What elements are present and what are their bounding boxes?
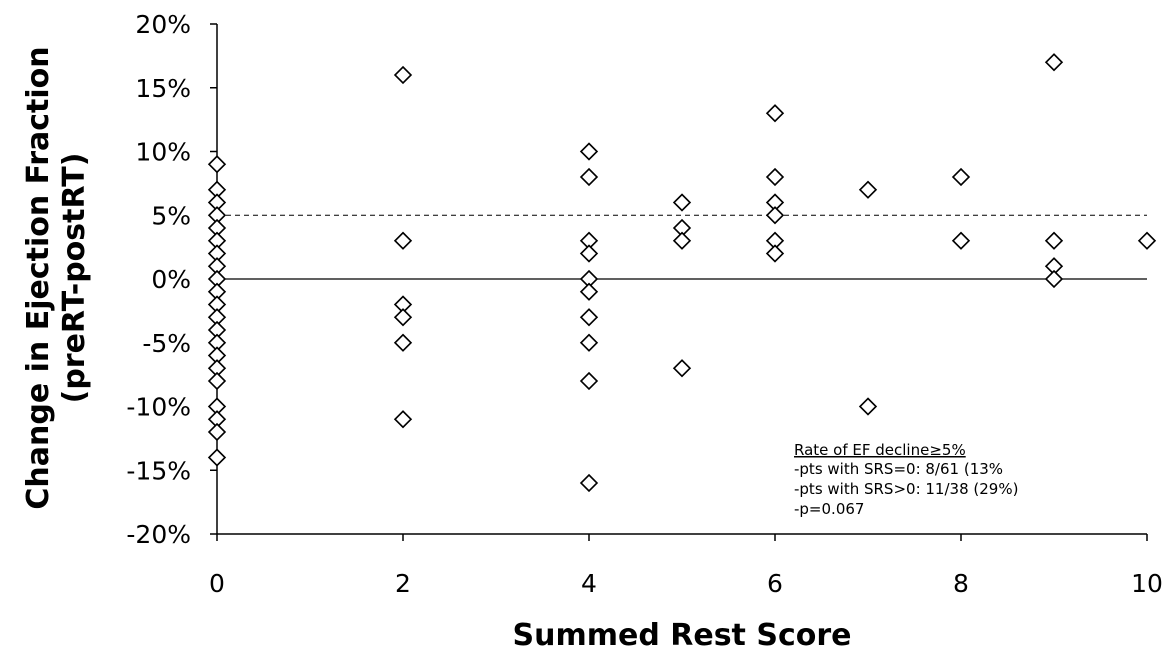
- data-point: [765, 104, 785, 123]
- data-point: [207, 155, 227, 174]
- y-axis-title: Change in Ejection Fraction (preRT-postR…: [21, 46, 92, 509]
- data-point: [393, 231, 413, 250]
- data-point: [579, 333, 599, 352]
- annotation-line: -pts with SRS=0: 8/61 (13%: [794, 460, 1003, 478]
- annotation-line: -pts with SRS>0: 11/38 (29%): [794, 480, 1018, 498]
- x-tick-label: 0: [209, 569, 225, 598]
- x-tick-label: 10: [1131, 569, 1163, 598]
- data-point: [579, 371, 599, 391]
- data-point: [1044, 269, 1064, 289]
- y-tick-label: 0%: [151, 265, 191, 294]
- data-point: [672, 359, 692, 378]
- y-tick-label: -10%: [126, 393, 191, 422]
- x-axis-ticks: 0 2 4 6 8 10: [209, 534, 1163, 598]
- data-point: [951, 167, 971, 187]
- data-point: [207, 371, 227, 391]
- y-axis-title-line2: (preRT-postRT): [57, 153, 92, 404]
- y-tick-label: 10%: [135, 138, 191, 167]
- y-axis-title-line1: Change in Ejection Fraction: [21, 46, 56, 509]
- data-point: [393, 65, 413, 85]
- y-tick-label: -20%: [126, 520, 191, 549]
- data-point: [672, 193, 692, 212]
- x-tick-label: 2: [395, 569, 411, 598]
- data-point: [765, 206, 785, 225]
- x-axis-title: Summed Rest Score: [513, 618, 852, 650]
- data-point: [579, 142, 599, 161]
- data-point: [858, 397, 878, 416]
- y-tick-label: -5%: [142, 329, 191, 358]
- data-point: [765, 167, 785, 187]
- data-point: [393, 333, 413, 352]
- annotation-heading: Rate of EF decline≥5%: [794, 441, 966, 459]
- data-point: [579, 308, 599, 327]
- data-point: [1044, 53, 1064, 72]
- annotation-box: Rate of EF decline≥5% -pts with SRS=0: 8…: [794, 441, 1018, 518]
- data-point: [1137, 231, 1157, 250]
- data-point: [579, 473, 599, 493]
- x-tick-label: 8: [953, 569, 969, 598]
- data-point: [393, 410, 413, 429]
- data-point: [858, 180, 878, 199]
- x-tick-label: 6: [767, 569, 783, 598]
- data-points: [207, 53, 1157, 493]
- data-point: [207, 448, 227, 467]
- reference-lines: [217, 214, 1147, 280]
- data-point: [579, 282, 599, 301]
- y-tick-label: -15%: [126, 456, 191, 485]
- y-tick-label: 20%: [135, 10, 191, 39]
- x-tick-label: 4: [581, 569, 597, 598]
- data-point: [1044, 231, 1064, 250]
- y-tick-label: 5%: [151, 201, 191, 230]
- data-point: [672, 231, 692, 250]
- data-point: [951, 231, 971, 250]
- data-point: [207, 422, 227, 442]
- y-axis-ticks: -20% -15% -10% -5% 0% 5% 10% 15% 20%: [126, 10, 217, 549]
- annotation-line: -p=0.067: [794, 500, 864, 518]
- data-point: [579, 167, 599, 187]
- data-point: [765, 244, 785, 263]
- data-point: [579, 244, 599, 263]
- data-point: [393, 308, 413, 327]
- y-tick-label: 15%: [135, 74, 191, 103]
